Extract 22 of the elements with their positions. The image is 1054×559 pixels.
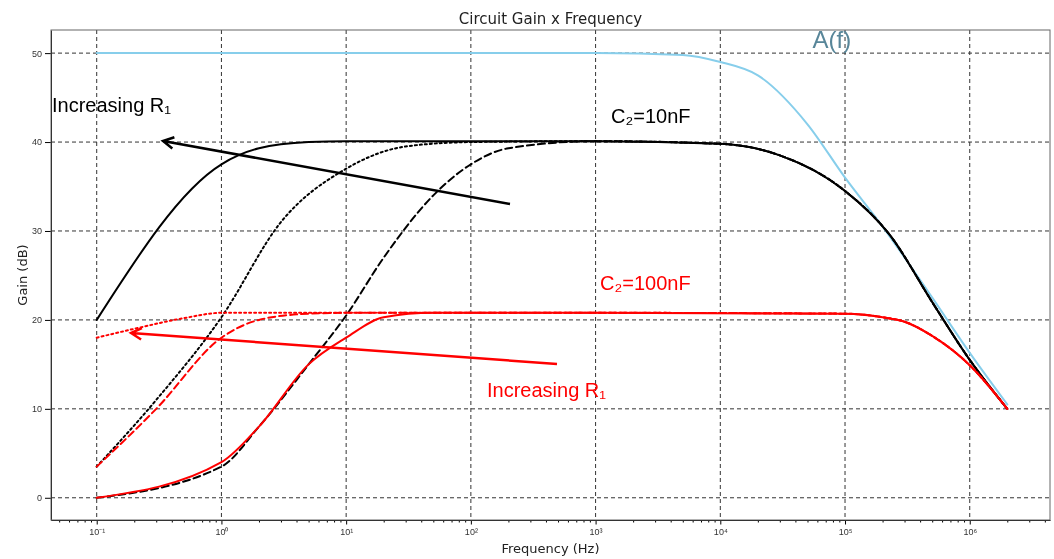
x-tick-label: 10⁵	[838, 527, 853, 538]
x-tick-label: 10³	[589, 527, 603, 538]
text: A(f)	[812, 26, 852, 53]
y-axis-title: Gain (dB)	[15, 244, 30, 306]
y-tick-label: 0	[36, 493, 42, 504]
x-tick-label: 10⁶	[963, 527, 978, 538]
x-tick-label: 10¹	[340, 527, 354, 538]
chart-title: Circuit Gain x Frequency	[458, 10, 643, 28]
x-axis-title: Frequency (Hz)	[501, 541, 600, 556]
annotation: C₂=10nF	[611, 105, 691, 128]
annotation: Increasing R₁	[487, 379, 607, 402]
x-tick-label: 10²	[464, 527, 478, 538]
x-tick-label: 10⁻¹	[89, 527, 106, 538]
annotation: C₂=100nF	[600, 272, 691, 295]
x-tick-label: 10⁴	[713, 527, 728, 538]
y-tick-label: 30	[31, 226, 42, 237]
y-tick-label: 50	[31, 48, 42, 59]
y-tick-label: 20	[31, 315, 42, 326]
annotation: Increasing R₁	[52, 94, 172, 117]
x-tick-label: 10⁰	[215, 527, 229, 538]
y-tick-label: 10	[31, 404, 42, 415]
y-tick-label: 40	[31, 137, 42, 148]
